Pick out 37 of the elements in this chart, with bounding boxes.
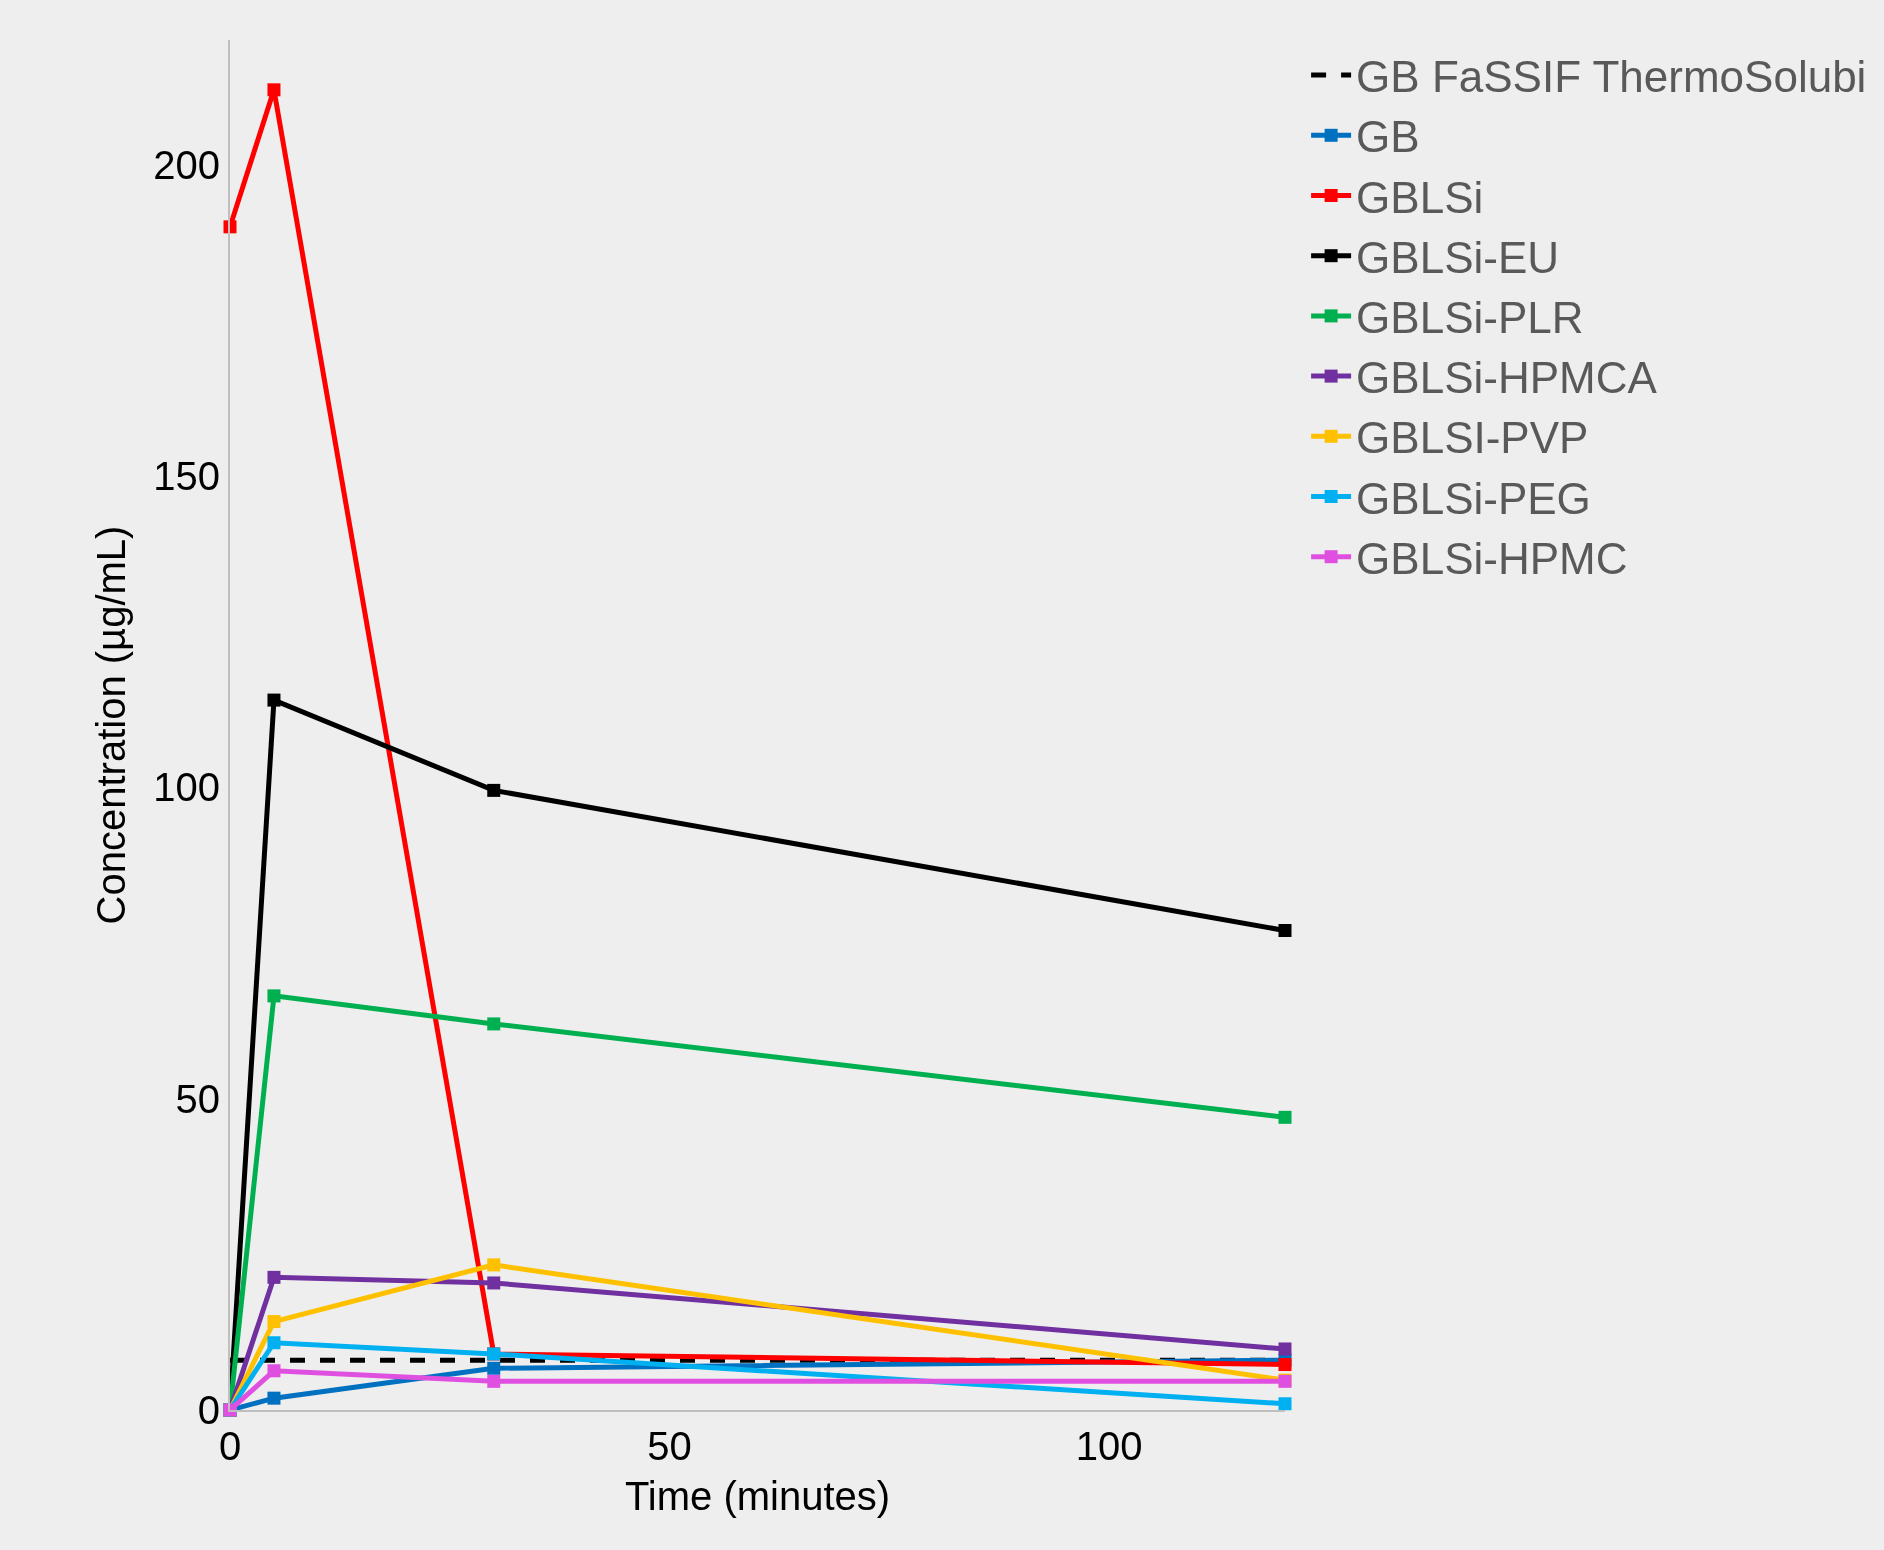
- point: [267, 1315, 281, 1329]
- point: [1278, 1110, 1292, 1124]
- legend-label: GB FaSSIF ThermoSolubi: [1356, 52, 1867, 102]
- point: [267, 693, 281, 707]
- legend-label: GBLSI-PVP: [1356, 413, 1589, 463]
- point: [487, 1276, 501, 1290]
- legend-label: GBLSi-HPMCA: [1356, 353, 1658, 403]
- point: [1278, 1342, 1292, 1356]
- legend-label: GBLSi: [1356, 172, 1484, 222]
- y-axis-title: Concentration (µg/mL): [89, 525, 134, 925]
- legend-label: GBLSi-HPMC: [1356, 533, 1628, 583]
- point: [487, 1361, 501, 1375]
- point: [267, 83, 281, 97]
- point: [487, 1258, 501, 1272]
- point: [267, 989, 281, 1003]
- point: [1278, 924, 1292, 937]
- legend-label: GBLSi-EU: [1356, 232, 1560, 282]
- point: [267, 1391, 281, 1405]
- point: [1278, 1358, 1292, 1372]
- x-tick-label: 100: [1075, 1424, 1143, 1468]
- legend-label: GBLSi-PLR: [1356, 293, 1584, 343]
- y-tick-label: 50: [175, 1076, 220, 1121]
- point: [487, 783, 501, 797]
- x-axis-title: Time (minutes): [624, 1474, 891, 1518]
- point: [487, 1374, 501, 1388]
- point: [267, 1364, 281, 1378]
- point: [487, 1017, 501, 1031]
- legend-label: GBLSi-PEG: [1356, 473, 1591, 523]
- y-tick-label: 200: [153, 142, 220, 187]
- point: [267, 1270, 281, 1284]
- y-tick-label: 100: [153, 765, 220, 810]
- x-tick-label: 50: [647, 1424, 692, 1468]
- legend-label: GB: [1356, 112, 1420, 162]
- point: [267, 1336, 281, 1350]
- y-tick-label: 0: [197, 1388, 220, 1432]
- y-tick-label: 150: [153, 453, 220, 498]
- point: [1278, 1397, 1292, 1411]
